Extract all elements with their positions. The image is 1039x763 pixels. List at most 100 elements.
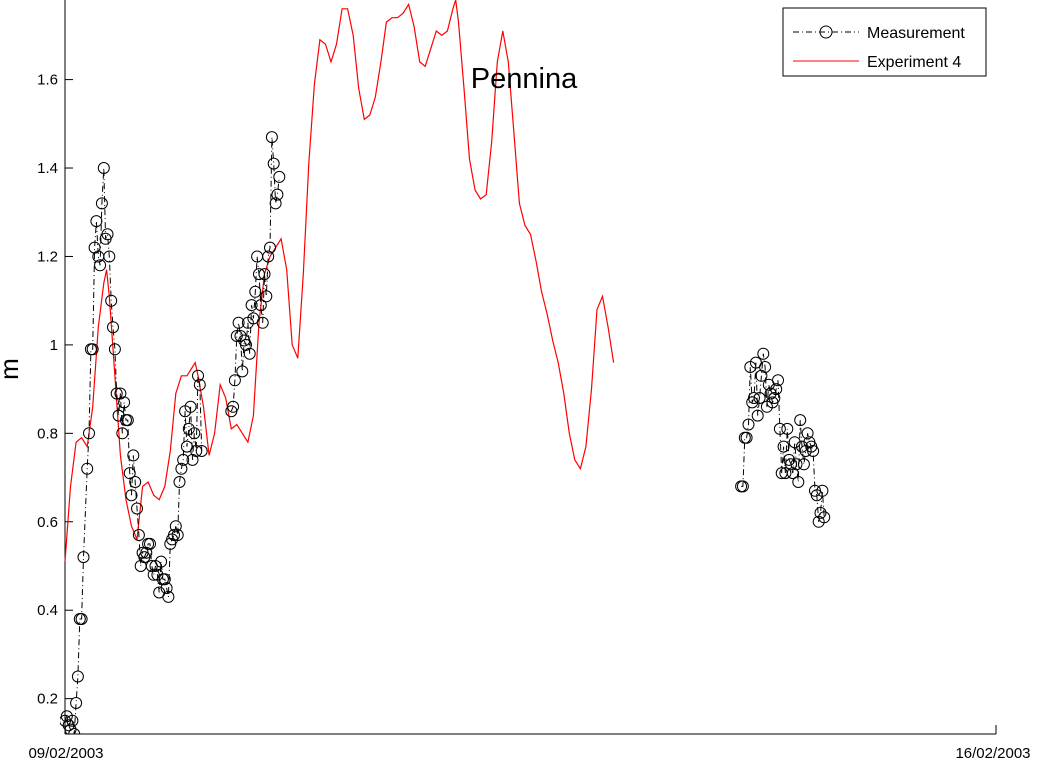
y-axis-label: m — [0, 358, 24, 380]
measurement-point — [740, 431, 753, 444]
y-tick-label: 0.8 — [37, 425, 58, 442]
measurement-point — [772, 374, 784, 387]
measurement-point — [77, 551, 90, 564]
measurement-point — [770, 383, 783, 396]
measurement-point — [814, 506, 827, 519]
measurement-point — [230, 330, 243, 342]
chart-title: Pennina — [471, 63, 578, 95]
measurement-point — [253, 268, 265, 281]
measurement-point — [254, 299, 267, 312]
measurement-point — [234, 330, 247, 342]
x-tick-label: 16/02/2003 — [955, 745, 1030, 762]
measurement-point — [83, 427, 95, 440]
measurement-point — [168, 529, 180, 541]
measurement-point — [173, 476, 186, 488]
measurement-point — [188, 427, 201, 440]
measurement-point — [245, 299, 258, 312]
measurement-point — [169, 520, 182, 533]
measurement-point — [228, 374, 241, 387]
legend-box — [782, 7, 987, 77]
measurement-point — [123, 467, 136, 480]
measurement-point — [768, 392, 781, 404]
measurement-point — [736, 480, 749, 493]
legend-measurement-marker — [819, 25, 833, 39]
y-tick-label: 1.6 — [37, 72, 58, 89]
measurement-point — [818, 511, 831, 524]
measurement-point — [742, 418, 755, 431]
measurement-point — [236, 365, 249, 378]
measurement-point — [103, 250, 116, 263]
measurement-point — [64, 723, 77, 734]
measurement-point — [97, 162, 110, 174]
measurement-point — [116, 427, 129, 440]
measurement-point — [759, 361, 772, 373]
measurement-point — [184, 400, 197, 413]
measurement-point — [127, 449, 140, 462]
measurement-point — [786, 467, 799, 480]
measurement-point — [785, 458, 797, 471]
measurement-point — [66, 714, 79, 727]
measurement-point — [81, 462, 94, 475]
measurement-point — [265, 131, 278, 144]
measurement-point — [751, 409, 764, 422]
series-line-measurement — [230, 137, 280, 412]
measurement-point — [158, 573, 171, 586]
y-ticks: 0.2 0.4 0.6 0.8 1 1.2 1.4 1.6 — [37, 72, 73, 708]
measurement-point — [144, 537, 156, 550]
measurement-point — [757, 347, 770, 360]
measurement-point — [193, 378, 206, 391]
measurement-point — [273, 170, 286, 183]
measurement-point — [110, 387, 123, 400]
measurement-point — [118, 396, 131, 409]
measurement-point — [232, 316, 245, 329]
measurement-point — [779, 467, 792, 480]
measurement-point — [95, 197, 108, 210]
measurement-point — [140, 546, 153, 559]
measurement-point — [101, 228, 114, 241]
measurement-point — [256, 316, 269, 329]
measurement-point — [68, 728, 81, 734]
measurement-point — [796, 440, 808, 453]
series-line-measurement — [64, 167, 203, 734]
y-tick-label: 0.6 — [37, 514, 58, 531]
measurement-point — [777, 440, 790, 453]
measurement-point — [160, 582, 173, 595]
measurement-point — [177, 453, 190, 466]
legend-experiment-label: Experiment 4 — [867, 54, 961, 71]
measurement-point — [243, 347, 256, 360]
y-tick-label: 1 — [50, 337, 58, 354]
measurement-point — [131, 502, 143, 515]
measurement-point — [807, 445, 820, 457]
measurement-point — [195, 445, 208, 457]
measurement-point — [132, 529, 145, 541]
measurement-point — [227, 400, 240, 413]
measurement-point — [249, 285, 262, 298]
measurement-point — [175, 462, 188, 475]
measurement-point — [792, 476, 805, 488]
measurement-point — [264, 241, 276, 254]
series-line-experiment-4 — [64, 0, 615, 562]
measurement-point — [86, 343, 99, 356]
series-line-measurement — [741, 353, 825, 522]
measurement-point — [816, 484, 829, 497]
measurement-point — [190, 445, 203, 457]
measurement-point — [258, 268, 271, 281]
measurement-point — [71, 670, 84, 683]
measurement-point — [788, 436, 801, 449]
measurement-point — [162, 590, 175, 603]
measurement-point — [271, 188, 284, 201]
measurement-point — [105, 294, 118, 307]
legend: Measurement Experiment 4 — [782, 7, 987, 77]
measurement-point — [129, 476, 142, 488]
measurement-point — [75, 613, 88, 625]
measurement-point — [267, 157, 280, 170]
measurement-point — [107, 321, 119, 334]
measurement-point — [94, 259, 107, 272]
measurement-point — [90, 215, 103, 228]
measurement-point — [171, 529, 184, 541]
measurement-point — [748, 392, 760, 404]
measurement-point — [794, 414, 807, 427]
measurement-point — [260, 290, 273, 303]
series-layer — [60, 0, 831, 734]
